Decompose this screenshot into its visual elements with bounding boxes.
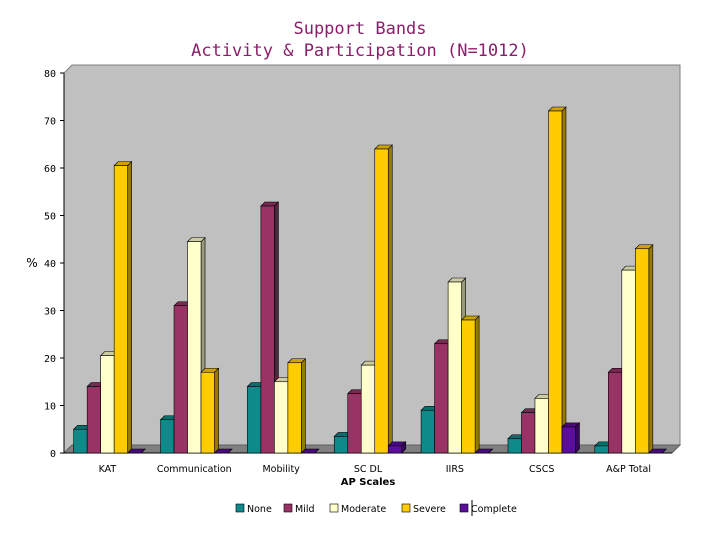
x-tick-label: IIRS xyxy=(446,464,464,475)
legend-label: None xyxy=(247,504,272,515)
bar xyxy=(374,148,389,454)
x-tick-label: CSCS xyxy=(529,464,554,475)
bar xyxy=(635,248,650,454)
chart-subtitle: Activity & Participation (N=1012) xyxy=(191,41,529,61)
bar xyxy=(73,428,88,454)
x-tick-label: Communication xyxy=(157,464,232,475)
bar xyxy=(561,426,576,454)
bar xyxy=(160,419,175,454)
legend-label: Moderate xyxy=(341,504,386,515)
x-tick-label: SC DL xyxy=(354,464,383,475)
bar xyxy=(173,305,188,454)
bar xyxy=(507,438,522,454)
y-tick-label: 0 xyxy=(50,449,56,460)
legend-label: Severe xyxy=(413,504,446,515)
bar-side xyxy=(474,315,480,454)
bar xyxy=(608,371,623,454)
bar xyxy=(113,165,128,454)
bar-side xyxy=(214,367,219,454)
bar-side xyxy=(127,160,132,454)
y-tick-label: 80 xyxy=(44,69,56,80)
bar xyxy=(621,269,636,454)
x-axis-label: AP Scales xyxy=(341,477,396,488)
bar-top xyxy=(213,448,233,454)
bar xyxy=(360,364,376,454)
x-tick-label: A&P Total xyxy=(606,464,651,475)
x-tick-label: Mobility xyxy=(262,464,300,475)
bar-side xyxy=(301,358,306,454)
bar xyxy=(187,241,202,454)
bar xyxy=(387,445,403,454)
legend-swatch xyxy=(283,503,293,513)
bar xyxy=(420,409,435,454)
legend-label: Complete xyxy=(471,504,517,515)
legend-label: Mild xyxy=(295,504,315,515)
bar xyxy=(247,386,262,454)
bar-top xyxy=(126,448,146,454)
bar-side xyxy=(561,106,567,454)
y-tick-label: 40 xyxy=(44,259,56,270)
bar-side xyxy=(387,144,393,454)
bar-top xyxy=(300,448,320,454)
bar xyxy=(260,205,275,454)
bar xyxy=(594,445,609,454)
bar xyxy=(287,362,302,454)
bar xyxy=(461,319,476,454)
bar xyxy=(274,381,289,454)
bar xyxy=(333,436,349,454)
legend-swatch xyxy=(235,503,245,513)
legend-swatch xyxy=(329,503,339,513)
y-tick-label: 60 xyxy=(44,164,56,175)
y-tick-label: 10 xyxy=(44,402,56,413)
bar-top xyxy=(474,448,494,454)
bar-side xyxy=(575,422,580,454)
bar-side xyxy=(648,244,654,454)
bar xyxy=(86,386,101,454)
y-axis-label: % xyxy=(26,256,37,270)
legend-swatch xyxy=(401,503,411,513)
y-tick-label: 30 xyxy=(44,307,56,318)
bar xyxy=(447,281,462,454)
legend-swatch xyxy=(459,503,469,513)
bar xyxy=(200,371,215,454)
bar xyxy=(347,393,362,454)
bar xyxy=(100,355,115,454)
y-tick-label: 20 xyxy=(44,354,56,365)
y-tick-label: 70 xyxy=(44,117,56,128)
bar xyxy=(534,398,549,454)
bar xyxy=(521,412,536,454)
y-tick-label: 50 xyxy=(44,212,56,223)
bar xyxy=(548,110,563,454)
chart-title: Support Bands xyxy=(293,19,427,39)
bar xyxy=(434,343,449,454)
x-tick-label: KAT xyxy=(99,464,117,475)
bar-top xyxy=(648,448,668,454)
